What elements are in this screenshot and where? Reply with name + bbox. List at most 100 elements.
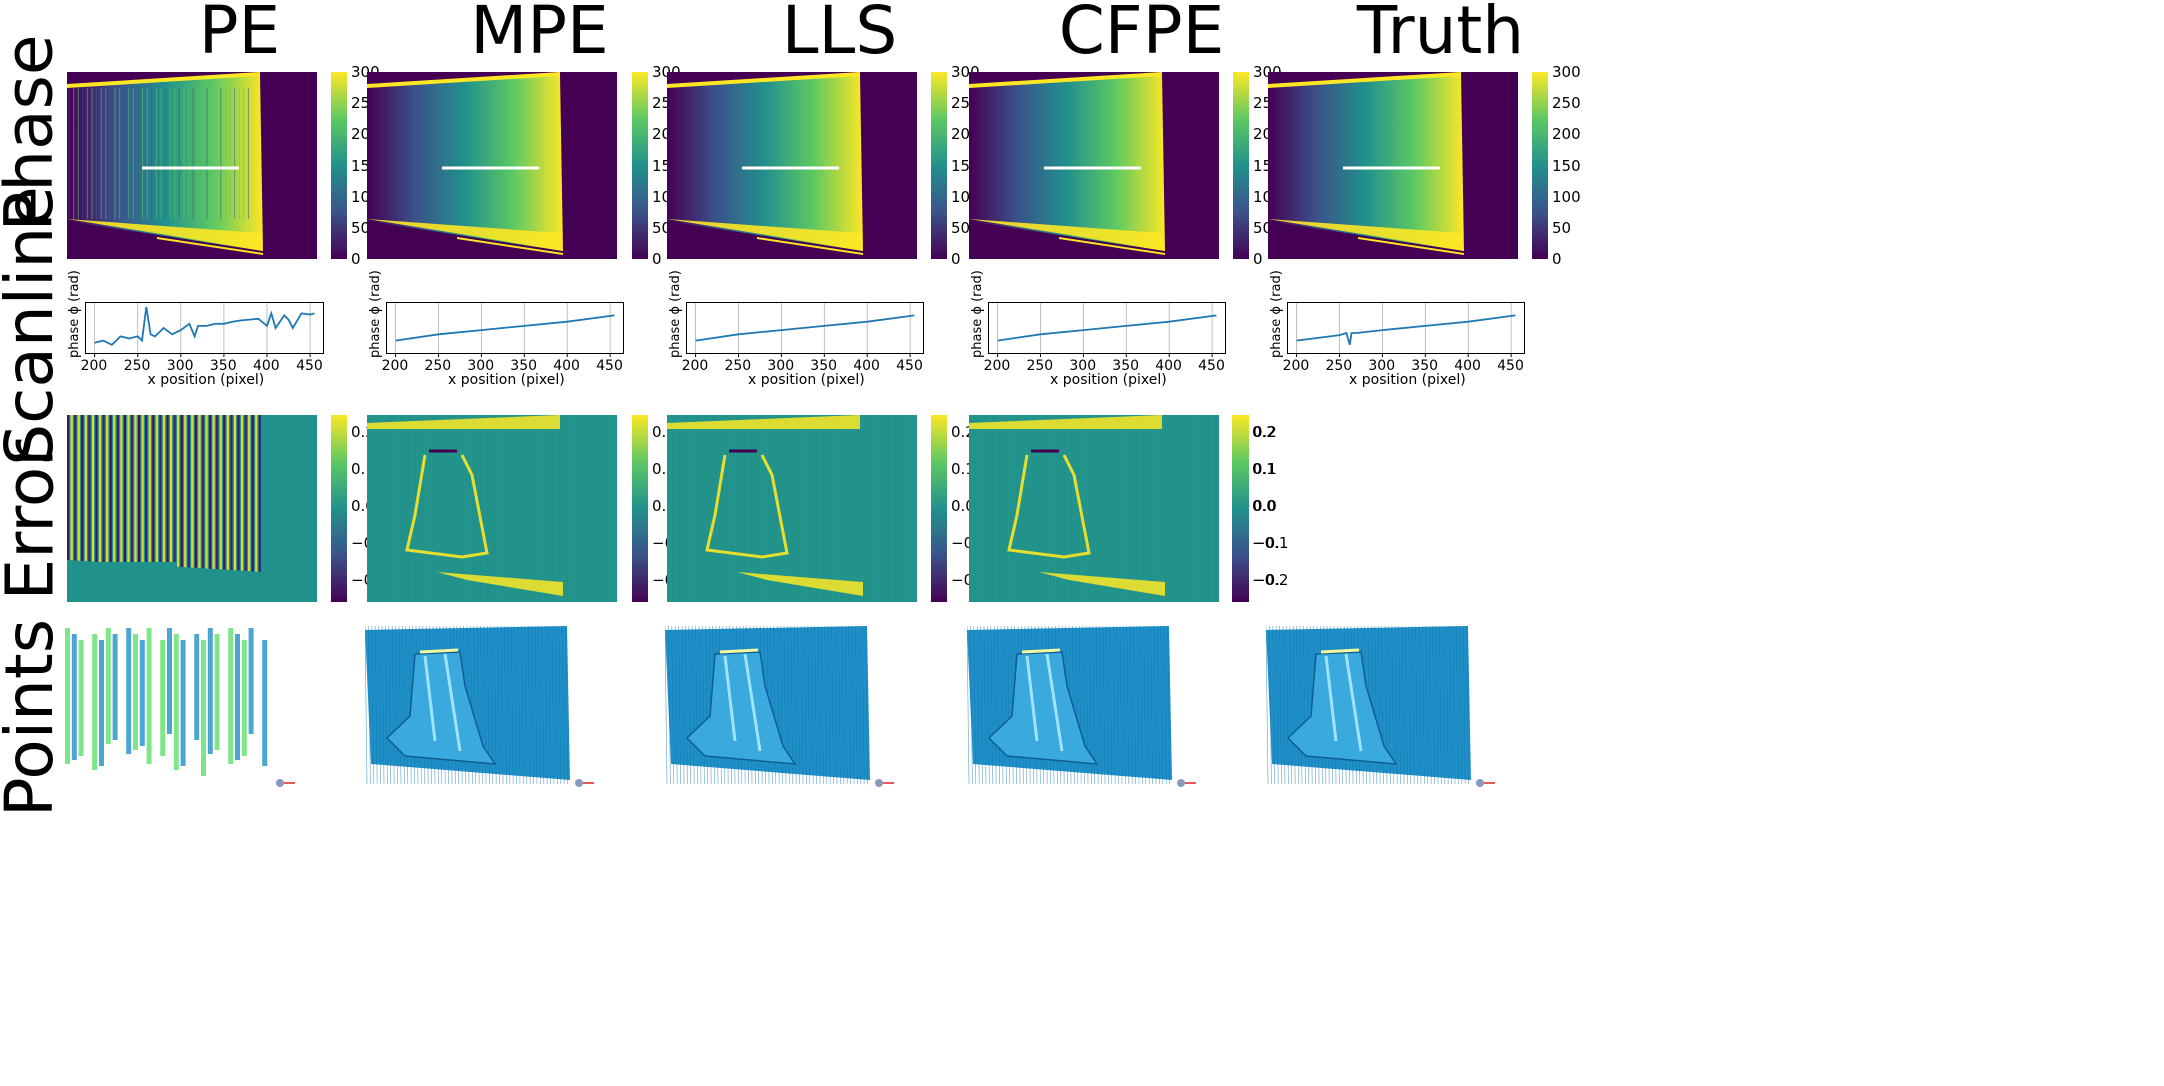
- point-cloud-lls: [665, 626, 870, 784]
- x-tick-label: 350: [510, 358, 538, 374]
- x-tick-label: 250: [724, 358, 752, 374]
- y-axis-label: phase ϕ (rad): [67, 270, 82, 358]
- x-tick-label: 200: [1282, 358, 1310, 374]
- x-tick-label: 250: [123, 358, 151, 374]
- scanline-series-line: [94, 306, 315, 346]
- scanline-plot-cfpe: [988, 302, 1226, 357]
- phase-colorbar-lls: [931, 72, 947, 259]
- error-map-pe: [67, 415, 317, 602]
- colorbar-tick-label: 0.0: [1252, 497, 1276, 515]
- x-tick-label: 300: [1069, 358, 1097, 374]
- phase-map-mpe: [367, 72, 617, 259]
- error-colorbar-truth: [1232, 415, 1248, 602]
- axis-triad-icon: [574, 778, 596, 788]
- phase-map-truth: [1268, 72, 1518, 259]
- x-tick-label: 400: [553, 358, 580, 374]
- x-tick-label: 400: [252, 358, 280, 374]
- scanline-plot-mpe: [386, 302, 624, 357]
- scanline-series-line: [395, 314, 615, 342]
- x-tick-label: 200: [381, 358, 409, 374]
- x-tick-label: 350: [810, 358, 838, 374]
- x-tick-label: 200: [983, 358, 1011, 374]
- phase-colorbar-truth: [1532, 72, 1548, 259]
- error-colorbar-mpe: [632, 415, 648, 602]
- colorbar-tick-label: −0.: [1253, 534, 1280, 552]
- colorbar-tick-label: 250: [1552, 94, 1581, 113]
- y-axis-label: phase ϕ (rad): [668, 270, 683, 358]
- x-tick-label: 300: [767, 358, 795, 374]
- phase-map-cfpe: [969, 72, 1219, 259]
- scanline-plot-lls: [686, 302, 924, 357]
- point-cloud-cfpe: [967, 626, 1172, 784]
- colorbar-tick-label: 0: [652, 250, 662, 268]
- error-map-lls: [667, 415, 917, 602]
- x-axis-label: x position (pixel): [748, 372, 865, 388]
- x-tick-label: 450: [1198, 358, 1225, 374]
- x-axis-label: x position (pixel): [147, 372, 265, 388]
- axis-triad-icon: [1475, 778, 1497, 788]
- x-tick-label: 250: [1325, 358, 1353, 374]
- colorbar-tick-label: −0.1: [1252, 534, 1289, 552]
- colorbar-tick-label: 0: [1253, 250, 1263, 268]
- phase-colorbar-mpe: [632, 72, 648, 259]
- x-tick-label: 400: [1454, 358, 1481, 374]
- colorbar-tick-label: 0: [1552, 250, 1562, 268]
- col-title-pe: PE: [198, 0, 281, 69]
- error-map-cfpe: [969, 415, 1219, 602]
- axis-triad-icon: [874, 778, 896, 788]
- colorbar-tick-label: 0.2: [1253, 423, 1277, 441]
- x-tick-label: 450: [1497, 358, 1524, 374]
- colorbar-tick-label: 0: [351, 250, 361, 268]
- y-axis-label: phase ϕ (rad): [1269, 270, 1284, 358]
- x-tick-label: 400: [1155, 358, 1182, 374]
- error-map-mpe: [367, 415, 617, 602]
- scanline-plot-pe: [85, 302, 324, 357]
- phase-colorbar-cfpe: [1233, 72, 1249, 259]
- x-axis-label: x position (pixel): [1349, 372, 1466, 388]
- col-title-lls: LLS: [781, 0, 898, 69]
- colorbar-tick-label: 0.1: [1252, 460, 1276, 478]
- row-title-points: Points: [0, 618, 69, 818]
- colorbar-tick-label: 50: [652, 218, 672, 237]
- row-title-scanline: Scanline: [0, 186, 69, 466]
- point-cloud-pe: [65, 626, 270, 784]
- row-title-error: Error: [0, 439, 68, 601]
- point-cloud-truth: [1266, 626, 1471, 784]
- x-tick-label: 450: [596, 358, 623, 374]
- x-tick-label: 350: [1112, 358, 1140, 374]
- x-tick-label: 300: [166, 358, 194, 374]
- x-tick-label: 450: [296, 358, 323, 374]
- colorbar-tick-label: 300: [1552, 63, 1581, 81]
- x-tick-label: 400: [853, 358, 880, 374]
- scanline-series-line: [1296, 314, 1516, 346]
- colorbar-tick-label: 150: [1552, 156, 1581, 175]
- scanline-plot-truth: [1287, 302, 1525, 357]
- error-colorbar-pe: [331, 415, 347, 602]
- error-colorbar-lls: [931, 415, 947, 602]
- axis-triad-icon: [1176, 778, 1198, 788]
- x-axis-label: x position (pixel): [1050, 372, 1167, 388]
- phase-map-pe: [67, 72, 317, 259]
- col-title-truth: Truth: [1356, 0, 1525, 69]
- axis-triad-icon: [275, 778, 297, 788]
- y-axis-label: phase ϕ (rad): [970, 270, 985, 358]
- colorbar-tick-label: 50: [1253, 218, 1273, 237]
- colorbar-tick-label: 0.2: [1252, 423, 1276, 441]
- colorbar-tick-label: 200: [1552, 125, 1581, 144]
- x-tick-label: 350: [1411, 358, 1439, 374]
- colorbar-tick-label: 0.1: [1253, 460, 1277, 478]
- x-tick-label: 250: [1026, 358, 1054, 374]
- scanline-series-line: [695, 314, 915, 342]
- x-tick-label: 200: [80, 358, 108, 374]
- scanline-series-line: [997, 314, 1217, 342]
- colorbar-tick-label: 50: [351, 218, 371, 237]
- x-axis-label: x position (pixel): [448, 372, 565, 388]
- colorbar-tick-label: 50: [951, 218, 971, 237]
- point-cloud-mpe: [365, 626, 570, 784]
- colorbar-tick-label: 50: [1552, 218, 1572, 237]
- row-title-phase: Phase: [0, 34, 69, 232]
- colorbar-tick-label: 100: [1552, 187, 1581, 206]
- phase-colorbar-pe: [331, 72, 347, 259]
- phase-map-lls: [667, 72, 917, 259]
- x-tick-label: 200: [681, 358, 709, 374]
